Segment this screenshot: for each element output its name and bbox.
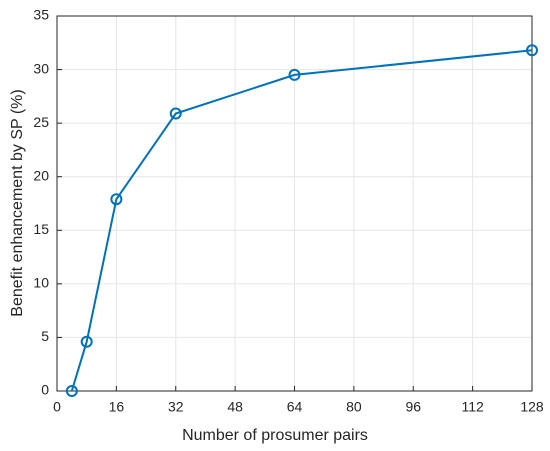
data-point — [110, 193, 123, 206]
y-tick-label: 20 — [33, 167, 49, 183]
x-axis-label: Number of prosumer pairs — [182, 427, 368, 444]
x-tick-label: 0 — [53, 399, 61, 415]
x-tick-label: 32 — [168, 399, 184, 415]
y-tick-label: 15 — [33, 221, 49, 237]
y-tick-label: 25 — [33, 114, 49, 130]
data-point — [169, 107, 182, 120]
y-tick-label: 0 — [41, 382, 49, 398]
data-point — [288, 68, 301, 81]
data-line — [70, 49, 533, 392]
x-tick-label: 64 — [287, 399, 303, 415]
y-tick-label: 30 — [33, 60, 49, 76]
x-tick-label: 128 — [520, 399, 544, 415]
x-tick-label: 48 — [227, 399, 243, 415]
x-tick-label: 16 — [109, 399, 125, 415]
data-point — [526, 44, 538, 57]
x-tick-label: 112 — [461, 399, 484, 415]
y-tick-label: 35 — [33, 7, 49, 23]
x-tick-label: 96 — [405, 399, 421, 415]
y-tick-label: 5 — [41, 328, 49, 344]
data-point — [80, 335, 93, 348]
plot-frame — [56, 15, 533, 392]
y-tick-label: 10 — [33, 275, 49, 291]
data-point — [65, 385, 78, 397]
x-tick-label: 80 — [346, 399, 362, 415]
y-axis-label: Benefit enhancement by SP (%) — [9, 89, 26, 316]
